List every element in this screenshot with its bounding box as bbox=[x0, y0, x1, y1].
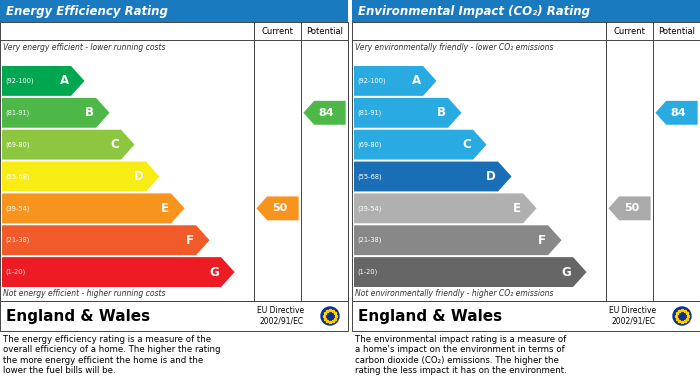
Bar bbox=[0, 301, 348, 331]
Polygon shape bbox=[608, 196, 651, 220]
Polygon shape bbox=[2, 194, 185, 223]
Bar bbox=[0, 22, 348, 301]
Text: (21-38): (21-38) bbox=[357, 237, 382, 244]
Text: The energy efficiency rating is a measure of the
overall efficiency of a home. T: The energy efficiency rating is a measur… bbox=[3, 335, 220, 375]
Text: 50: 50 bbox=[272, 203, 287, 213]
Text: C: C bbox=[462, 138, 471, 151]
Text: 50: 50 bbox=[624, 203, 639, 213]
Text: Very energy efficient - lower running costs: Very energy efficient - lower running co… bbox=[3, 43, 165, 52]
Text: EU Directive
2002/91/EC: EU Directive 2002/91/EC bbox=[609, 306, 656, 326]
Text: Very environmentally friendly - lower CO₂ emissions: Very environmentally friendly - lower CO… bbox=[355, 43, 554, 52]
Text: (55-68): (55-68) bbox=[5, 173, 29, 180]
Text: (39-54): (39-54) bbox=[5, 205, 29, 212]
Text: B: B bbox=[85, 106, 94, 119]
Text: A: A bbox=[412, 74, 421, 88]
Text: E: E bbox=[161, 202, 169, 215]
Text: (21-38): (21-38) bbox=[5, 237, 29, 244]
Text: F: F bbox=[186, 234, 194, 247]
Text: Not environmentally friendly - higher CO₂ emissions: Not environmentally friendly - higher CO… bbox=[355, 289, 554, 298]
Polygon shape bbox=[2, 257, 234, 287]
Text: Current: Current bbox=[262, 27, 293, 36]
Text: C: C bbox=[111, 138, 119, 151]
Polygon shape bbox=[655, 101, 698, 125]
Text: EU Directive
2002/91/EC: EU Directive 2002/91/EC bbox=[257, 306, 304, 326]
Text: England & Wales: England & Wales bbox=[358, 308, 502, 323]
Polygon shape bbox=[303, 101, 346, 125]
Polygon shape bbox=[354, 225, 561, 255]
Text: (55-68): (55-68) bbox=[357, 173, 382, 180]
Circle shape bbox=[321, 307, 339, 325]
Text: G: G bbox=[561, 265, 571, 278]
Text: (1-20): (1-20) bbox=[357, 269, 377, 275]
Text: England & Wales: England & Wales bbox=[6, 308, 150, 323]
Text: B: B bbox=[437, 106, 446, 119]
Text: (69-80): (69-80) bbox=[357, 142, 382, 148]
Polygon shape bbox=[354, 194, 536, 223]
Text: Not energy efficient - higher running costs: Not energy efficient - higher running co… bbox=[3, 289, 165, 298]
Text: (81-91): (81-91) bbox=[357, 109, 382, 116]
Text: Potential: Potential bbox=[306, 27, 343, 36]
Polygon shape bbox=[354, 66, 437, 96]
Polygon shape bbox=[2, 130, 134, 160]
Polygon shape bbox=[2, 161, 160, 192]
Text: Current: Current bbox=[614, 27, 645, 36]
Text: (92-100): (92-100) bbox=[5, 78, 34, 84]
Text: F: F bbox=[538, 234, 546, 247]
Polygon shape bbox=[354, 98, 461, 128]
Text: Energy Efficiency Rating: Energy Efficiency Rating bbox=[6, 5, 168, 18]
Polygon shape bbox=[2, 66, 85, 96]
Text: D: D bbox=[134, 170, 144, 183]
Text: 84: 84 bbox=[318, 108, 335, 118]
Polygon shape bbox=[354, 130, 486, 160]
Bar bbox=[0, 0, 348, 22]
Text: (39-54): (39-54) bbox=[357, 205, 382, 212]
Text: G: G bbox=[209, 265, 219, 278]
Text: Environmental Impact (CO₂) Rating: Environmental Impact (CO₂) Rating bbox=[358, 5, 590, 18]
Circle shape bbox=[673, 307, 691, 325]
Text: E: E bbox=[513, 202, 521, 215]
Text: (69-80): (69-80) bbox=[5, 142, 29, 148]
Text: (1-20): (1-20) bbox=[5, 269, 25, 275]
Text: D: D bbox=[486, 170, 496, 183]
Text: (92-100): (92-100) bbox=[357, 78, 386, 84]
Polygon shape bbox=[256, 196, 299, 220]
Text: Potential: Potential bbox=[658, 27, 695, 36]
Polygon shape bbox=[354, 257, 587, 287]
Text: 84: 84 bbox=[671, 108, 687, 118]
Text: A: A bbox=[60, 74, 69, 88]
Polygon shape bbox=[2, 98, 109, 128]
Polygon shape bbox=[354, 161, 512, 192]
Polygon shape bbox=[2, 225, 209, 255]
Text: (81-91): (81-91) bbox=[5, 109, 29, 116]
Text: The environmental impact rating is a measure of
a home's impact on the environme: The environmental impact rating is a mea… bbox=[355, 335, 567, 375]
Bar bbox=[352, 22, 700, 301]
Bar bbox=[352, 301, 700, 331]
Bar bbox=[352, 0, 700, 22]
